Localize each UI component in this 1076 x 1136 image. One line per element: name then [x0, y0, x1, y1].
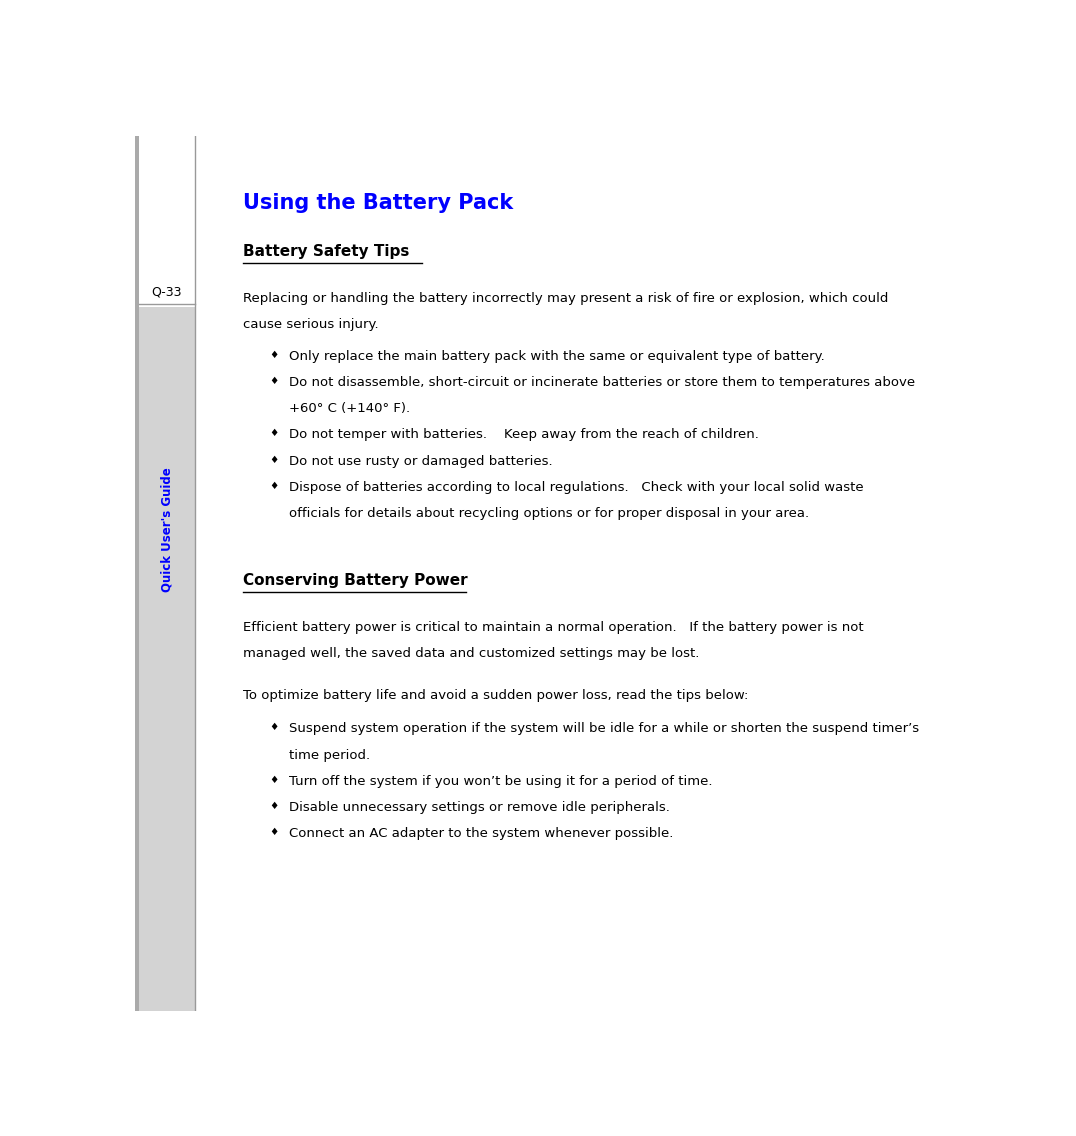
Text: Do not temper with batteries.    Keep away from the reach of children.: Do not temper with batteries. Keep away …: [288, 428, 759, 442]
Text: Efficient battery power is critical to maintain a normal operation.   If the bat: Efficient battery power is critical to m…: [243, 621, 864, 634]
Text: ♦: ♦: [270, 801, 279, 811]
Bar: [134, 136, 139, 1011]
Text: Connect an AC adapter to the system whenever possible.: Connect an AC adapter to the system when…: [288, 827, 674, 841]
Text: cause serious injury.: cause serious injury.: [243, 318, 379, 332]
Text: Conserving Battery Power: Conserving Battery Power: [243, 573, 468, 587]
Text: ♦: ♦: [270, 827, 279, 837]
Text: Quick User's Guide: Quick User's Guide: [160, 468, 173, 592]
Text: Only replace the main battery pack with the same or equivalent type of battery.: Only replace the main battery pack with …: [288, 350, 824, 362]
Text: ♦: ♦: [270, 775, 279, 785]
Text: ♦: ♦: [270, 454, 279, 465]
Text: +60° C (+140° F).: +60° C (+140° F).: [288, 402, 410, 416]
Text: ♦: ♦: [270, 428, 279, 438]
Text: ♦: ♦: [270, 481, 279, 491]
Text: officials for details about recycling options or for proper disposal in your are: officials for details about recycling op…: [288, 507, 809, 520]
Text: managed well, the saved data and customized settings may be lost.: managed well, the saved data and customi…: [243, 648, 699, 660]
Text: time period.: time period.: [288, 749, 370, 761]
Text: Dispose of batteries according to local regulations.   Check with your local sol: Dispose of batteries according to local …: [288, 481, 863, 494]
Text: ♦: ♦: [270, 722, 279, 733]
Text: Suspend system operation if the system will be idle for a while or shorten the s: Suspend system operation if the system w…: [288, 722, 919, 735]
Text: Disable unnecessary settings or remove idle peripherals.: Disable unnecessary settings or remove i…: [288, 801, 669, 815]
Text: Do not use rusty or damaged batteries.: Do not use rusty or damaged batteries.: [288, 454, 552, 468]
Text: ♦: ♦: [270, 376, 279, 386]
Text: Using the Battery Pack: Using the Battery Pack: [243, 193, 513, 214]
Bar: [139, 307, 195, 1011]
Text: Battery Safety Tips: Battery Safety Tips: [243, 244, 409, 259]
Text: Replacing or handling the battery incorrectly may present a risk of fire or expl: Replacing or handling the battery incorr…: [243, 292, 889, 306]
Text: Q-33: Q-33: [152, 285, 182, 298]
Text: ♦: ♦: [270, 350, 279, 360]
Text: Turn off the system if you won’t be using it for a period of time.: Turn off the system if you won’t be usin…: [288, 775, 712, 788]
Text: To optimize battery life and avoid a sudden power loss, read the tips below:: To optimize battery life and avoid a sud…: [243, 690, 748, 702]
Text: Do not disassemble, short-circuit or incinerate batteries or store them to tempe: Do not disassemble, short-circuit or inc…: [288, 376, 915, 389]
